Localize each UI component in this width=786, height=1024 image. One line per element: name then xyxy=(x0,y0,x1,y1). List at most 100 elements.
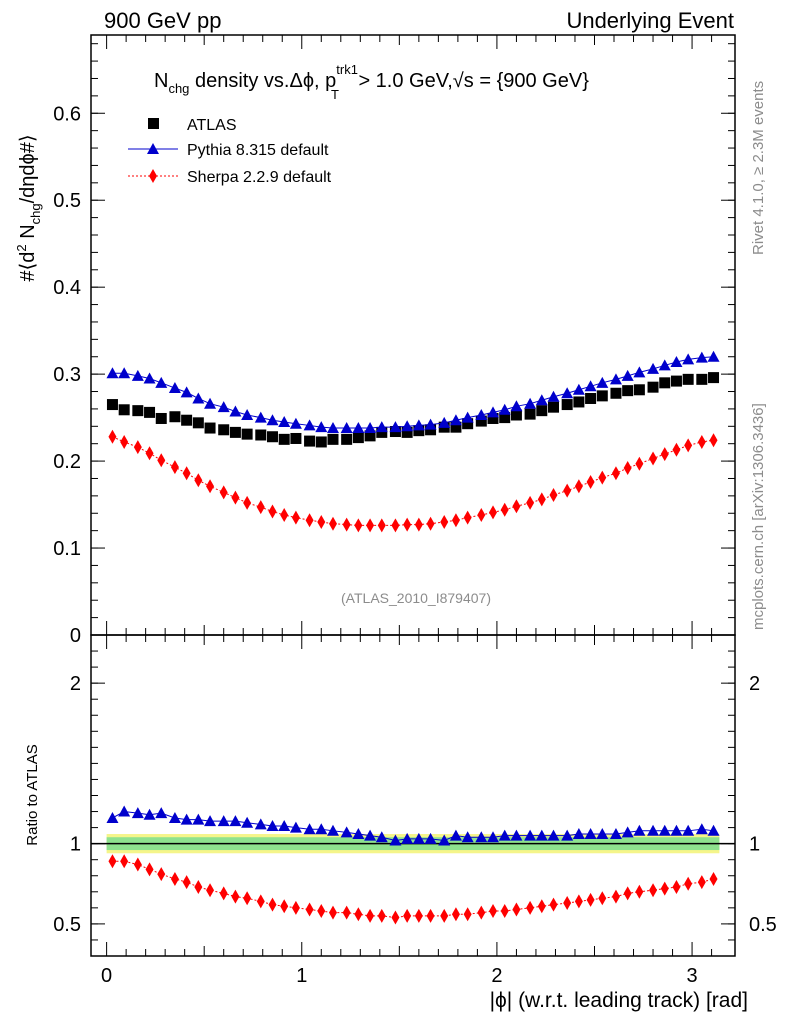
main-point-pythia xyxy=(192,392,205,404)
main-point-atlas xyxy=(155,412,167,424)
ratio-point-pythia xyxy=(707,824,720,836)
ratio-point-sherpa xyxy=(377,908,386,923)
main-point-sherpa xyxy=(697,434,706,449)
main-y-tick-label: 0.1 xyxy=(53,538,81,560)
ratio-point-sherpa xyxy=(133,857,142,872)
ratio-point-pythia xyxy=(131,807,144,819)
ratio-point-sherpa xyxy=(451,907,460,922)
main-point-pythia xyxy=(621,369,634,381)
main-point-pythia xyxy=(401,420,414,432)
ratio-point-sherpa xyxy=(280,899,289,914)
main-point-atlas xyxy=(352,432,364,444)
main-point-atlas xyxy=(524,408,536,420)
main-point-atlas xyxy=(266,431,278,443)
main-point-atlas xyxy=(475,415,487,427)
main-point-pythia xyxy=(289,417,302,429)
ratio-point-sherpa xyxy=(512,902,521,917)
title-suffix: > 1.0 GeV, xyxy=(353,70,453,92)
main-point-atlas xyxy=(218,424,230,436)
main-point-pythia xyxy=(487,406,500,418)
ratio-point-pythia xyxy=(155,807,168,819)
main-point-sherpa xyxy=(611,466,620,481)
ratio-y-tick-label: 2 xyxy=(70,673,81,695)
main-point-pythia xyxy=(131,369,144,381)
main-point-pythia xyxy=(658,359,671,371)
main-point-pythia xyxy=(510,400,523,412)
main-point-atlas xyxy=(278,433,290,445)
main-point-pythia xyxy=(682,353,695,365)
main-point-sherpa xyxy=(440,514,449,529)
main-point-pythia xyxy=(217,401,230,413)
ratio-point-pythia xyxy=(487,831,500,843)
main-point-sherpa xyxy=(489,505,498,520)
main-point-sherpa xyxy=(623,461,632,476)
ratio-point-pythia xyxy=(658,824,671,836)
main-y-tick-label: 0.5 xyxy=(53,190,81,212)
ratio-point-pythia xyxy=(192,813,205,825)
ratio-point-pythia xyxy=(401,832,414,844)
ratio-point-pythia xyxy=(682,824,695,836)
ratio-point-pythia xyxy=(340,826,353,838)
ratio-point-sherpa xyxy=(256,894,265,909)
ratio-y-axis-label: Ratio to ATLAS xyxy=(24,744,41,845)
main-point-atlas xyxy=(169,411,181,423)
legend-marker-diamond xyxy=(149,169,157,183)
ratio-point-pythia xyxy=(364,829,377,841)
main-point-pythia xyxy=(352,422,365,434)
legend-entry-atlas: ATLAS xyxy=(148,117,237,134)
main-point-atlas xyxy=(118,404,130,416)
main-point-sherpa xyxy=(219,485,228,500)
main-point-pythia xyxy=(412,419,425,431)
ratio-point-sherpa xyxy=(709,871,718,886)
ratio-point-pythia xyxy=(389,834,402,846)
ratio-point-pythia xyxy=(498,829,511,841)
main-point-sherpa xyxy=(586,474,595,489)
main-point-sherpa xyxy=(709,433,718,448)
ratio-point-sherpa xyxy=(317,904,326,919)
ratio-point-sherpa xyxy=(684,876,693,891)
ratio-point-sherpa xyxy=(108,854,117,869)
main-y-tick-label: 0.2 xyxy=(53,451,81,473)
main-point-sherpa xyxy=(537,492,546,507)
x-axis-label: |ϕ| (w.r.t. leading track) [rad] xyxy=(490,989,748,1012)
ratio-point-sherpa xyxy=(563,896,572,911)
main-y-axis-label: #⟨d2 Nchg/dηdϕ#⟩ xyxy=(14,134,43,281)
ratio-point-pythia xyxy=(670,824,683,836)
legend-entry-pythia: Pythia 8.315 default xyxy=(128,142,329,159)
main-point-atlas xyxy=(573,396,585,408)
main-point-atlas xyxy=(181,414,193,426)
ratio-point-pythia xyxy=(326,824,339,836)
main-point-pythia xyxy=(303,419,316,431)
legend-marker-square xyxy=(148,118,159,129)
main-point-pythia xyxy=(449,414,462,426)
title-energy: = {900 GeV} xyxy=(474,70,589,92)
main-point-pythia xyxy=(254,411,267,423)
x-tick-label: 3 xyxy=(687,965,698,987)
ratio-panel-frame xyxy=(90,634,736,957)
mcplots-credit: mcplots.cern.ch [arXiv:1306.3436] xyxy=(750,403,767,630)
main-point-sherpa xyxy=(463,510,472,525)
main-point-atlas xyxy=(364,430,376,442)
ratio-point-pythia xyxy=(352,828,365,840)
main-point-atlas xyxy=(633,384,645,396)
ratio-point-sherpa xyxy=(328,905,337,920)
ratio-point-sherpa xyxy=(291,900,300,915)
main-point-atlas xyxy=(670,375,682,387)
title-prefix: N xyxy=(154,70,168,92)
main-point-sherpa xyxy=(328,516,337,531)
main-point-pythia xyxy=(143,372,156,384)
main-point-sherpa xyxy=(414,517,423,532)
main-point-sherpa xyxy=(403,517,412,532)
ratio-point-pythia xyxy=(412,832,425,844)
ratio-point-pythia xyxy=(266,819,279,831)
main-point-pythia xyxy=(155,376,168,388)
ratio-point-sherpa xyxy=(586,892,595,907)
main-point-sherpa xyxy=(684,438,693,453)
main-point-atlas xyxy=(290,432,302,444)
title-sqrt: √s xyxy=(453,70,474,92)
ratio-point-pythia xyxy=(217,815,230,827)
ratio-point-sherpa xyxy=(391,910,400,925)
main-point-pythia xyxy=(424,418,437,430)
main-point-atlas xyxy=(376,426,388,438)
main-point-pythia xyxy=(278,415,291,427)
